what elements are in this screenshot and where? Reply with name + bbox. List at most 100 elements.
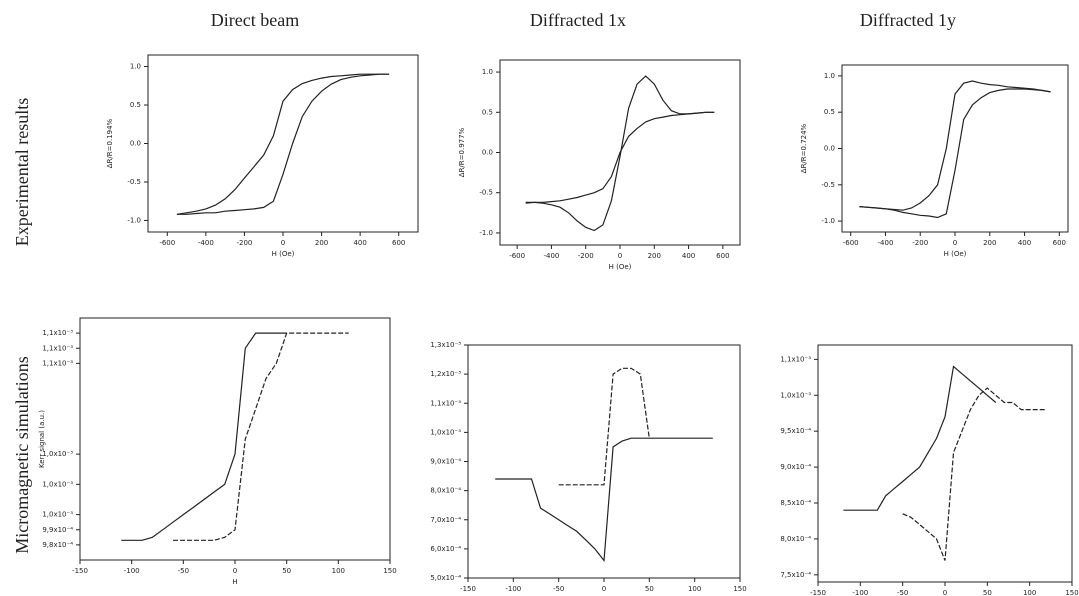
x-tick-label: 400	[1018, 239, 1031, 247]
y-axis-label: ΔR/R=0.194%	[106, 118, 114, 168]
y-tick-label: 1.0	[482, 68, 493, 76]
x-axis-label: H	[232, 578, 237, 586]
x-tick-label: -600	[843, 239, 859, 247]
y-tick-label: 1,2x10⁻³	[430, 370, 461, 378]
y-tick-label: -1.0	[479, 229, 493, 237]
x-axis-label: H (Oe)	[944, 250, 967, 258]
x-tick-label: 50	[983, 589, 992, 596]
y-tick-label: 0.5	[824, 108, 835, 116]
y-tick-label: 0.5	[130, 101, 141, 109]
x-tick-label: 0	[602, 585, 606, 593]
x-tick-label: -100	[124, 567, 140, 575]
curve	[495, 437, 713, 563]
y-tick-label: 8,0x10⁻⁴	[430, 487, 461, 495]
plot-frame	[817, 344, 1073, 583]
y-tick-label: 8,5x10⁻⁴	[780, 499, 811, 507]
curve	[525, 111, 715, 204]
x-tick-label: -150	[810, 589, 826, 596]
y-tick-label: -1.0	[127, 216, 141, 224]
y-tick-label: 1,0x10⁻³	[780, 391, 811, 399]
y-tick-label: 9,0x10⁻⁴	[780, 463, 811, 471]
y-tick-label: 1,1x10⁻³	[42, 359, 73, 367]
row-label: Experimental results	[12, 98, 32, 246]
y-tick-label: 1,1x10⁻³	[430, 399, 461, 407]
plot-frame	[147, 54, 419, 233]
y-tick-label: 0.0	[130, 140, 141, 148]
x-tick-label: 0	[953, 239, 957, 247]
x-tick-label: -50	[897, 589, 908, 596]
x-tick-label: -600	[509, 252, 525, 260]
x-tick-label: -150	[460, 585, 476, 593]
y-tick-label: 6,0x10⁻⁴	[430, 545, 461, 553]
plot-frame	[467, 344, 741, 579]
x-tick-label: 0	[233, 567, 237, 575]
y-tick-label: -0.5	[821, 181, 835, 189]
x-tick-label: 400	[682, 252, 695, 260]
x-tick-label: 0	[281, 239, 285, 247]
y-tick-label: 1.0	[824, 72, 835, 80]
x-tick-label: -50	[178, 567, 189, 575]
x-tick-label: 200	[983, 239, 996, 247]
x-axis-label: H (Oe)	[272, 250, 295, 258]
curve	[176, 73, 390, 215]
y-tick-label: -1.0	[821, 217, 835, 225]
y-tick-label: 1,3x10⁻³	[430, 341, 461, 349]
y-tick-label: 7,5x10⁻⁴	[780, 571, 811, 579]
x-tick-label: 100	[688, 585, 701, 593]
x-tick-label: -400	[878, 239, 894, 247]
x-tick-label: -50	[553, 585, 564, 593]
y-tick-label: 8,0x10⁻⁴	[780, 535, 811, 543]
y-tick-label: 0.5	[482, 108, 493, 116]
column-title: Direct beam	[211, 10, 299, 30]
column-title: Diffracted 1y	[860, 10, 956, 30]
x-tick-label: 400	[353, 239, 366, 247]
x-tick-label: 50	[282, 567, 291, 575]
curve	[859, 88, 1051, 219]
y-tick-label: 1,0x10⁻³	[42, 480, 73, 488]
x-tick-label: 600	[716, 252, 729, 260]
y-tick-label: 1,1x10⁻³	[42, 344, 73, 352]
x-tick-label: 100	[1023, 589, 1036, 596]
y-tick-label: -0.5	[479, 189, 493, 197]
curve	[859, 80, 1051, 211]
x-tick-label: -100	[505, 585, 521, 593]
y-tick-label: 1,1x10⁻³	[780, 355, 811, 363]
x-tick-label: -200	[236, 239, 252, 247]
y-tick-label: 9,0x10⁻⁴	[430, 458, 461, 466]
curve	[121, 332, 287, 541]
y-tick-label: 9,9x10⁻⁴	[42, 526, 73, 534]
y-tick-label: 0.0	[482, 149, 493, 157]
x-tick-label: 150	[383, 567, 396, 575]
x-tick-label: -600	[159, 239, 175, 247]
x-tick-label: 0	[618, 252, 622, 260]
x-tick-label: 150	[733, 585, 746, 593]
x-tick-label: 200	[315, 239, 328, 247]
curve	[558, 367, 650, 486]
curve	[176, 73, 390, 215]
y-tick-label: -0.5	[127, 178, 141, 186]
y-tick-label: 1,1x10⁻³	[42, 329, 73, 337]
x-tick-label: -400	[198, 239, 214, 247]
x-tick-label: 100	[332, 567, 345, 575]
x-tick-label: 600	[1053, 239, 1066, 247]
x-axis-label: H (Oe)	[609, 263, 632, 271]
y-tick-label: 1,0x10⁻³	[430, 428, 461, 436]
y-tick-label: 1,0x10⁻³	[42, 450, 73, 458]
curve	[902, 387, 1047, 561]
y-tick-label: 7,0x10⁻⁴	[430, 516, 461, 524]
column-title: Diffracted 1x	[530, 10, 626, 30]
y-tick-label: 9,8x10⁻⁴	[42, 541, 73, 549]
x-tick-label: 0	[943, 589, 947, 596]
y-tick-label: 5,0x10⁻⁴	[430, 574, 461, 582]
x-tick-label: -200	[912, 239, 928, 247]
y-tick-label: 1,0x10⁻³	[42, 511, 73, 519]
curve	[173, 332, 349, 541]
y-axis-label: Kerr signal (a.u.)	[38, 410, 46, 468]
x-tick-label: -400	[543, 252, 559, 260]
x-tick-label: 50	[645, 585, 654, 593]
y-tick-label: 1.0	[130, 63, 141, 71]
plot-frame	[79, 317, 391, 561]
x-tick-label: -150	[72, 567, 88, 575]
x-tick-label: -200	[578, 252, 594, 260]
